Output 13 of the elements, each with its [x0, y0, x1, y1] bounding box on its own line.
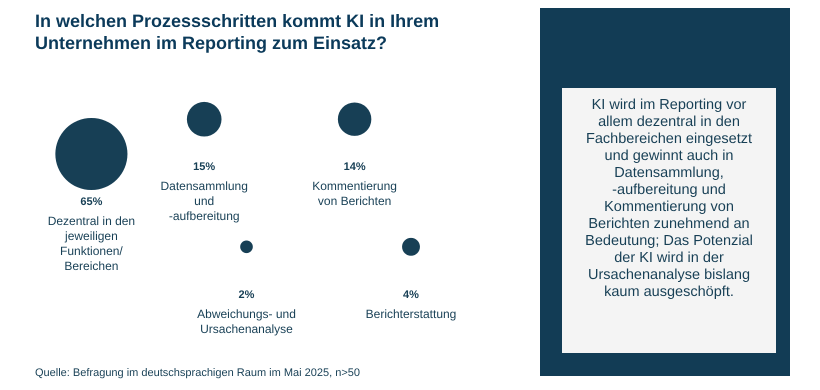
data-label: 4%	[403, 288, 420, 301]
category-label: Datensammlung und -aufbereitung	[160, 179, 248, 224]
data-label: 65%	[80, 196, 103, 208]
text: In welchen Prozessschritten kommt KI in Ihrem Unternehmen im Reporting zum Einsatz?	[35, 11, 440, 53]
category-label: Dezentral in den jeweiligen Funktionen/ Bereichen	[48, 214, 136, 273]
category-label: Abweichungs- und Ursachenanalyse	[197, 306, 296, 336]
data-label: 2%	[238, 288, 255, 301]
source-note: Quelle: Befragung im deutschsprachigen Raum im Mai 2025, n>50	[35, 367, 360, 379]
text: KI wird im Reporting vor allem dezentral in den Fachbereichen eingesetzt und gewinnt auch in Datensammlung, -aufbereitung und Kommentierung von Berichten zunehmend an Bedeutung; Das Potenzial der KI wird in der Ursachenanalyse bislang kaum ausgeschöpft.	[585, 97, 753, 300]
category-label: Berichterstattung	[366, 306, 456, 321]
data-label: 14%	[344, 161, 366, 174]
category-label: Kommentierung von Berichten	[312, 179, 397, 208]
data-label: 15%	[193, 161, 216, 174]
